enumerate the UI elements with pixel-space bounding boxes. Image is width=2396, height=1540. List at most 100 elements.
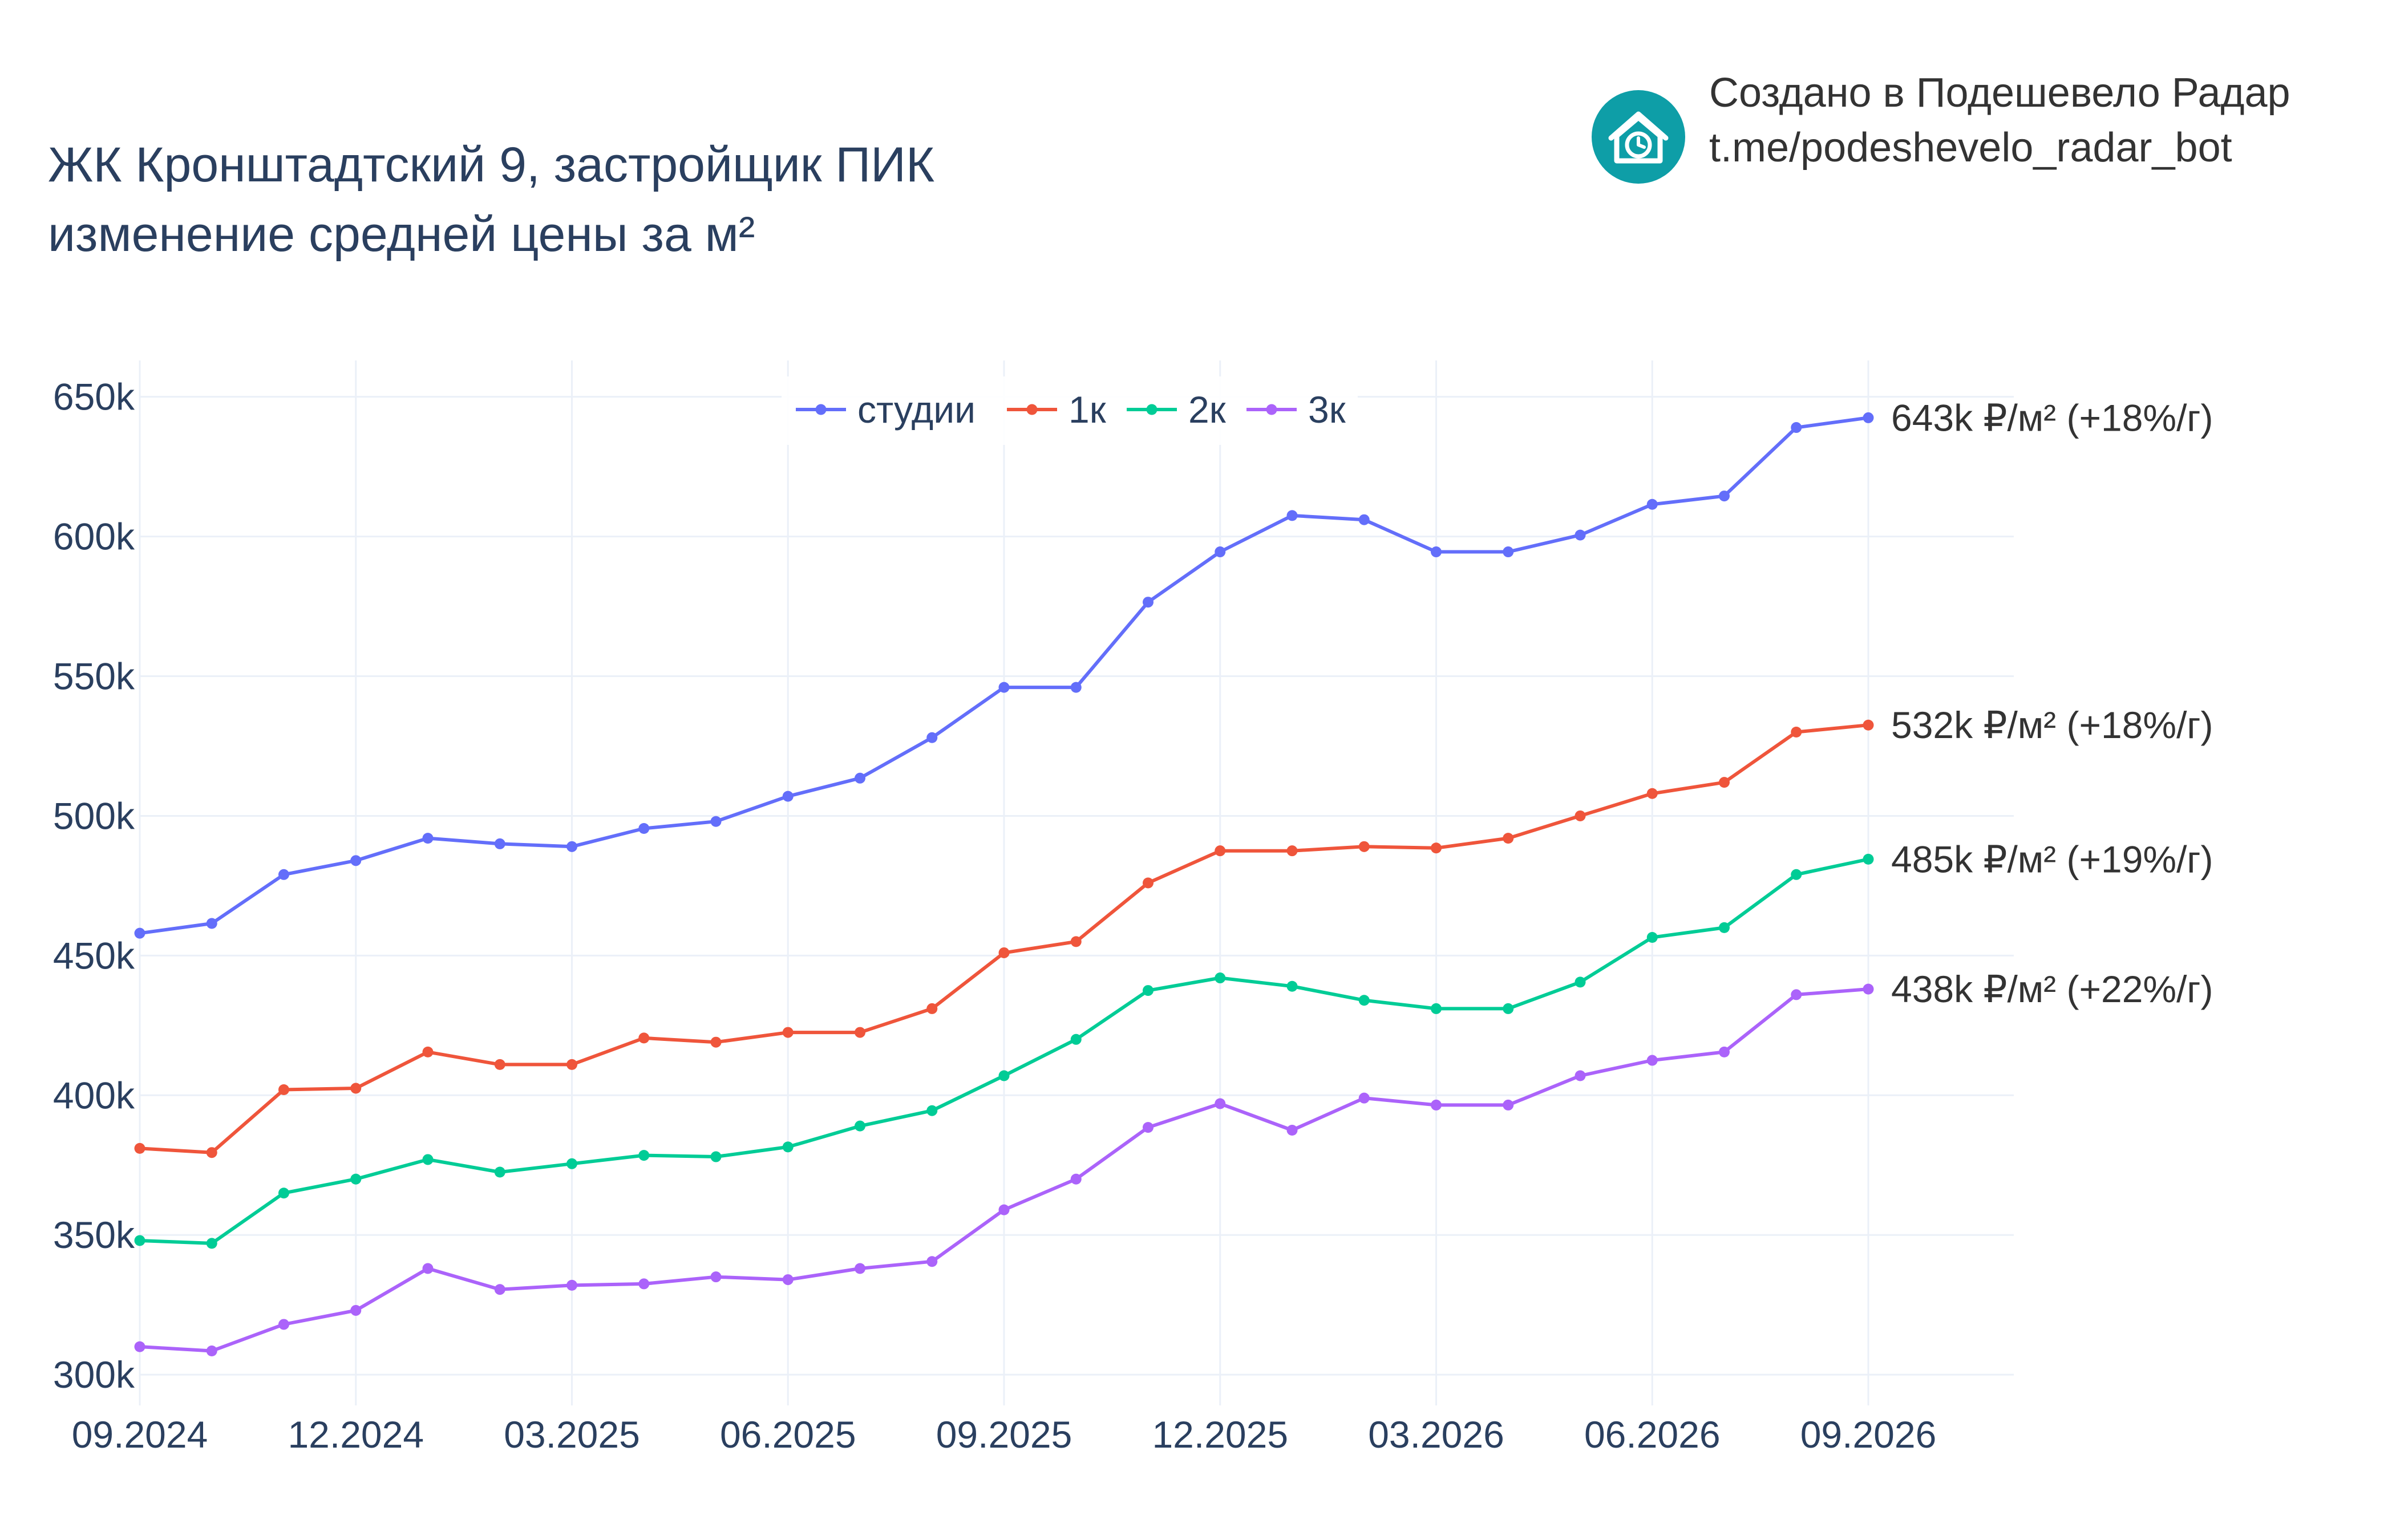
data-point [350, 855, 362, 866]
data-point [422, 1046, 434, 1057]
grid-lines [139, 360, 2014, 1405]
data-point [926, 1256, 938, 1267]
data-point [134, 927, 145, 939]
y-tick-label: 450k [53, 934, 135, 976]
legend-swatch-marker [815, 404, 827, 415]
data-point [1431, 1099, 1442, 1111]
data-point [638, 1150, 650, 1161]
series-0 [134, 412, 1874, 939]
legend-swatch-marker [1146, 404, 1157, 415]
x-tick-label: 06.2025 [720, 1413, 856, 1456]
y-tick-label: 350k [53, 1214, 135, 1256]
legend-item-3: 3к [1246, 388, 1346, 431]
data-point [206, 1238, 217, 1249]
data-point [1791, 726, 1802, 737]
x-tick-label: 03.2025 [504, 1413, 640, 1456]
data-point [422, 1263, 434, 1274]
series-2 [134, 853, 1874, 1249]
brand-block: Создано в Подешевело Радар t.me/podeshev… [1592, 70, 2290, 188]
data-point [566, 1059, 577, 1070]
data-point [1215, 972, 1226, 984]
data-point [350, 1173, 362, 1185]
x-tick-label: 12.2024 [288, 1413, 424, 1456]
data-point [1431, 842, 1442, 854]
data-point [926, 1105, 938, 1116]
data-point [494, 838, 505, 849]
data-point [710, 1036, 722, 1048]
data-point [1503, 1099, 1514, 1111]
data-point [350, 1304, 362, 1316]
data-point [566, 841, 577, 852]
legend-item-1: 1к [1007, 388, 1107, 431]
data-point [1575, 810, 1586, 821]
x-tick-label: 12.2025 [1152, 1413, 1288, 1456]
data-point [278, 869, 289, 880]
data-point [350, 1083, 362, 1094]
x-tick-label: 03.2026 [1368, 1413, 1504, 1456]
data-point [1575, 976, 1586, 988]
data-point [1215, 845, 1226, 857]
data-point [926, 1003, 938, 1014]
y-axis-ticks: 300k 350k 400k 450k 500k 550k 600k 650k [53, 376, 135, 1396]
data-point [1358, 841, 1370, 852]
data-point [1215, 1098, 1226, 1109]
data-point [998, 1070, 1010, 1081]
legend-label: студии [857, 388, 976, 431]
brand-link[interactable]: t.me/podeshevelo_radar_bot [1709, 125, 2232, 171]
legend-swatch-marker [1266, 404, 1277, 415]
legend: студии 1к 2к 3к [782, 376, 1358, 445]
data-point [1575, 529, 1586, 541]
data-point [1863, 983, 1874, 995]
data-point [206, 1345, 217, 1356]
data-point [1143, 597, 1154, 608]
brand-text: Создано в Подешевело Радар t.me/podeshev… [1709, 66, 2290, 175]
data-point [1791, 422, 1802, 433]
series-1 [134, 719, 1874, 1158]
brand-name: Создано в Подешевело Радар [1709, 70, 2290, 116]
data-point [1358, 995, 1370, 1006]
data-point [782, 1027, 794, 1038]
data-point [278, 1188, 289, 1199]
data-point [710, 1271, 722, 1283]
data-point [422, 833, 434, 844]
chart-title: ЖК Кронштадтский 9, застройщик ПИК измен… [48, 130, 934, 269]
x-tick-label: 09.2024 [72, 1413, 208, 1456]
data-point [926, 732, 938, 743]
data-point [1719, 1046, 1730, 1057]
end-labels: 643k ₽/м² (+18%/г) 532k ₽/м² (+18%/г) 485k… [1891, 396, 2213, 1010]
data-point [998, 682, 1010, 693]
data-point [1503, 1003, 1514, 1014]
data-point [855, 772, 865, 784]
data-point [1431, 1003, 1442, 1014]
data-point [1286, 1125, 1298, 1136]
x-tick-label: 06.2026 [1584, 1413, 1721, 1456]
end-label: 532k ₽/м² (+18%/г) [1891, 704, 2213, 746]
data-point [1286, 845, 1298, 857]
end-label: 643k ₽/м² (+18%/г) [1891, 396, 2213, 439]
data-point [1358, 514, 1370, 525]
data-point [1070, 1034, 1082, 1045]
data-point [855, 1120, 865, 1132]
y-tick-label: 500k [53, 795, 135, 837]
series-3 [134, 983, 1874, 1356]
data-point [998, 1204, 1010, 1215]
data-point [1503, 546, 1514, 558]
data-point [1863, 719, 1874, 731]
data-point [1070, 936, 1082, 947]
data-point [1719, 491, 1730, 502]
legend-item-2: 2к [1127, 388, 1227, 431]
chart-title-line2: изменение средней цены за м² [48, 207, 755, 262]
data-point [1719, 777, 1730, 788]
legend-label: 3к [1308, 388, 1346, 431]
data-point [1791, 869, 1802, 880]
data-point [206, 918, 217, 929]
data-point [278, 1319, 289, 1330]
y-tick-label: 400k [53, 1074, 135, 1116]
y-tick-label: 650k [53, 376, 135, 418]
data-point [1646, 499, 1658, 510]
data-point [1215, 546, 1226, 558]
house-clock-icon [1592, 90, 1685, 184]
data-point [1431, 546, 1442, 558]
y-tick-label: 600k [53, 516, 135, 558]
